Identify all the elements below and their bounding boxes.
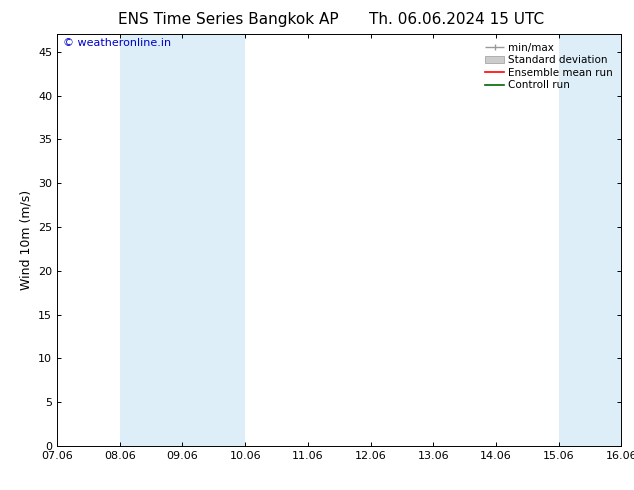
Bar xyxy=(559,34,634,446)
Text: Th. 06.06.2024 15 UTC: Th. 06.06.2024 15 UTC xyxy=(369,12,544,27)
Text: ENS Time Series Bangkok AP: ENS Time Series Bangkok AP xyxy=(118,12,339,27)
Bar xyxy=(621,34,634,446)
Bar xyxy=(120,34,245,446)
Legend: min/max, Standard deviation, Ensemble mean run, Controll run: min/max, Standard deviation, Ensemble me… xyxy=(482,40,616,94)
Text: © weatheronline.in: © weatheronline.in xyxy=(63,38,171,49)
Y-axis label: Wind 10m (m/s): Wind 10m (m/s) xyxy=(20,190,32,290)
